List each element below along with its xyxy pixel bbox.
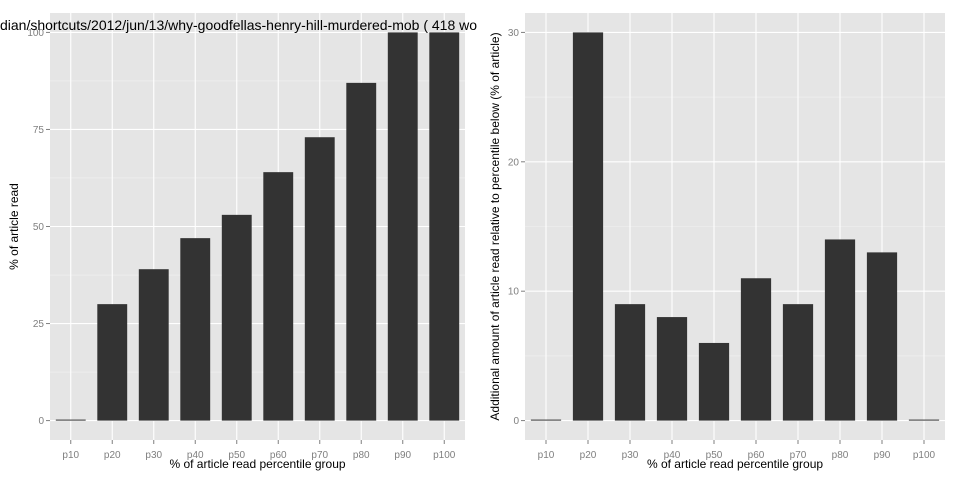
y-tick-label: 100: [27, 28, 44, 39]
bar-p90: [866, 252, 898, 421]
bar-p60: [740, 278, 772, 421]
y-tick-label: 75: [33, 125, 45, 136]
x-tick-label: p50: [228, 450, 245, 461]
bar-p10: [530, 419, 562, 421]
y-tick-label: 20: [508, 157, 520, 168]
x-tick-label: p100: [433, 450, 456, 461]
bar-p80: [824, 239, 856, 421]
bar-p60: [263, 172, 294, 421]
x-tick-label: p30: [145, 450, 162, 461]
bar-p20: [97, 304, 128, 421]
x-tick-label: p20: [104, 450, 121, 461]
x-tick-label: p60: [748, 450, 765, 461]
bar-p80: [346, 82, 377, 421]
chart-title: dian/shortcuts/2012/jun/13/why-goodfella…: [0, 17, 477, 33]
x-tick-label: p50: [706, 450, 723, 461]
y-tick-label: 50: [33, 222, 45, 233]
x-tick-label: p60: [270, 450, 287, 461]
x-tick-label: p90: [874, 450, 891, 461]
x-tick-label: p40: [187, 450, 204, 461]
y-tick-label: 0: [38, 416, 44, 427]
right-chart-panel: 0 10 20 30 p10 p20 p30 p40 p50 p60 p70 p80 p90 p100 % …: [488, 13, 945, 471]
x-tick-label: p10: [538, 450, 555, 461]
x-tick-label: p10: [62, 450, 79, 461]
x-tick-label: p30: [622, 450, 639, 461]
x-axis-title: % of article read percentile group: [169, 457, 345, 471]
y-tick-label: 30: [508, 28, 520, 39]
bar-p30: [614, 304, 646, 421]
x-tick-label: p70: [311, 450, 328, 461]
left-chart-panel: 0 25 50 75 100 p10 p20 p30 p40 p50 p60 p70 p80 p90 p10…: [0, 13, 477, 471]
bar-p40: [180, 238, 211, 421]
y-tick-label: 10: [508, 287, 520, 298]
x-tick-label: p80: [832, 450, 849, 461]
bar-p70: [304, 137, 335, 421]
bar-p100: [908, 419, 940, 421]
bar-p40: [656, 317, 688, 421]
y-axis-title: % of article read: [7, 183, 21, 270]
x-tick-label: p40: [664, 450, 681, 461]
bar-p30: [138, 269, 169, 421]
bar-p50: [698, 342, 730, 421]
bar-p20: [572, 32, 604, 421]
x-axis-title: % of article read percentile group: [647, 457, 823, 471]
x-tick-label: p90: [394, 450, 411, 461]
bar-p90: [387, 32, 418, 421]
y-tick-label: 25: [33, 319, 45, 330]
bar-p50: [221, 214, 252, 421]
bar-p100: [429, 32, 460, 421]
y-axis-title: Additional amount of article read relati…: [488, 32, 502, 420]
x-tick-label: p70: [790, 450, 807, 461]
y-tick-label: 0: [513, 416, 519, 427]
bar-p70: [782, 304, 814, 421]
bar-p10: [55, 419, 86, 421]
x-tick-label: p80: [353, 450, 370, 461]
x-tick-label: p20: [580, 450, 597, 461]
x-tick-label: p100: [913, 450, 936, 461]
